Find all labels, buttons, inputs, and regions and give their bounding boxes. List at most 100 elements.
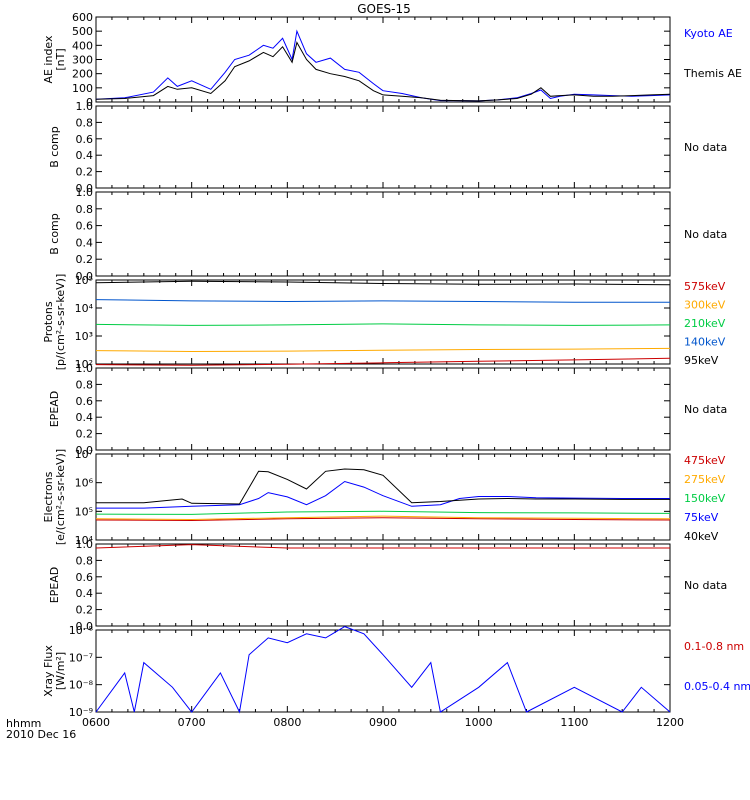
y-tick-label: 10⁻⁹ xyxy=(69,706,93,719)
legend-label: 150keV xyxy=(684,492,726,505)
y-tick-label: 0.8 xyxy=(76,378,94,391)
y-tick-label: 0.6 xyxy=(76,395,94,408)
legend-label: 0.1-0.8 nm xyxy=(684,640,744,653)
y-tick-label: 10⁵ xyxy=(75,274,93,287)
panel-electrons: 10⁴ 10⁵ 10⁶ 10⁷ Electrons [e/(cm²-s-sr-keV)] 4… xyxy=(42,448,726,547)
series-line xyxy=(95,29,671,102)
panel-frame xyxy=(95,367,671,451)
y-tick-label: 0 xyxy=(86,96,93,109)
y-tick-label: 0.4 xyxy=(76,411,94,424)
y-tick-label: 0.0 xyxy=(76,182,94,195)
legend-label: 300keV xyxy=(684,299,726,312)
legend-label: 40keV xyxy=(684,530,719,543)
series-line xyxy=(95,280,671,286)
y-tick-label: 0.8 xyxy=(76,203,94,216)
y-tick-label: 10⁷ xyxy=(75,448,93,461)
chart-title: GOES-15 xyxy=(357,2,411,16)
legend-label: 75keV xyxy=(684,511,719,524)
y-tick-label: 10⁻⁸ xyxy=(69,679,94,692)
series-line xyxy=(96,468,670,505)
y-tick-label: 10⁶ xyxy=(75,477,94,490)
legend-label: 275keV xyxy=(684,473,726,486)
y-tick-label: 0.8 xyxy=(76,554,94,567)
y-tick-label: 400 xyxy=(72,39,93,52)
series-line xyxy=(95,357,671,366)
no-data-label: No data xyxy=(684,228,727,241)
y-tick-label: 200 xyxy=(72,68,93,81)
y-tick-label: 1.0 xyxy=(76,538,94,551)
y-tick-label: 10⁻⁷ xyxy=(69,651,93,664)
y-tick-label: 1.0 xyxy=(76,100,94,113)
series-line xyxy=(95,323,671,326)
y-tick-label: 0.4 xyxy=(76,236,94,249)
panel-xray: 10⁻⁹ 10⁻⁸ 10⁻⁷ 10⁻⁸ Xray Flux [W/m²] 0.1-0.8 n… xyxy=(42,544,750,719)
legend-label: 575keV xyxy=(684,280,726,293)
legend-label: Themis AE xyxy=(683,67,742,80)
y-axis-label: B comp xyxy=(48,126,61,168)
x-tick-label: 0800 xyxy=(273,716,301,729)
y-tick-label: 0.0 xyxy=(76,270,94,283)
y-tick-label: 0.2 xyxy=(76,253,94,266)
panel-epead2: 0.0 0.2 0.4 0.6 0.8 1.0 EPEAD No data xyxy=(48,538,727,633)
y-tick-label: 0.0 xyxy=(76,620,94,633)
series-line xyxy=(95,41,671,102)
y-axis-label: [p/(cm²-s-sr-keV)] xyxy=(54,274,67,371)
legend-label: 140keV xyxy=(684,336,726,349)
no-data-label: No data xyxy=(684,141,727,154)
y-tick-label: 0.2 xyxy=(76,428,94,441)
x-tick-label: 1000 xyxy=(465,716,493,729)
y-axis-label: EPEAD xyxy=(48,391,61,428)
legend-label: 95keV xyxy=(684,354,719,367)
panel-protons: 10² 10³ 10⁴ 10⁵ Protons [p/(cm²-s-sr-keV)] 575… xyxy=(42,274,726,371)
series-line xyxy=(95,517,671,522)
date-label: 2010 Dec 16 xyxy=(6,728,76,741)
y-axis-label: [W/m²] xyxy=(54,652,67,690)
y-tick-label: 0.4 xyxy=(76,587,94,600)
y-tick-label: 600 xyxy=(72,11,93,24)
y-axis-label: Protons xyxy=(42,301,55,342)
panel-frame xyxy=(95,105,671,189)
y-axis-label: EPEAD xyxy=(48,567,61,604)
x-tick-label: 1100 xyxy=(560,716,588,729)
x-tick-label: 0700 xyxy=(178,716,206,729)
y-tick-label: 0.0 xyxy=(76,444,94,457)
y-axis-label: B comp xyxy=(48,213,61,255)
panel-bcomp1: 0.0 0.2 0.4 0.6 0.8 1.0 B comp No data xyxy=(48,100,727,195)
no-data-label: No data xyxy=(684,579,727,592)
y-tick-label: 10⁴ xyxy=(75,534,94,547)
y-tick-label: 0.4 xyxy=(76,149,94,162)
legend-label: 210keV xyxy=(684,317,726,330)
y-tick-label: 10² xyxy=(75,358,93,371)
series-line xyxy=(95,347,671,353)
no-data-label: No data xyxy=(684,403,727,416)
panel-frame xyxy=(95,191,671,277)
y-axis-label: [e/(cm²-s-sr-keV)] xyxy=(54,449,67,545)
y-tick-label: 0.6 xyxy=(76,571,94,584)
y-tick-label: 0.8 xyxy=(76,116,94,129)
y-axis-label: Xray Flux xyxy=(42,645,55,697)
y-tick-label: 300 xyxy=(72,54,93,67)
y-tick-label: 0.6 xyxy=(76,133,94,146)
series-line xyxy=(95,544,670,549)
y-axis-label: AE index xyxy=(42,35,55,84)
y-tick-label: 0.6 xyxy=(76,220,94,233)
y-tick-label: 0.2 xyxy=(76,166,94,179)
panel-frame xyxy=(95,543,671,627)
y-tick-label: 1.0 xyxy=(76,362,94,375)
y-axis-label: [nT] xyxy=(54,48,67,70)
y-tick-label: 10⁻⁸ xyxy=(69,624,94,637)
y-axis-label: Electrons xyxy=(42,471,55,522)
series-line xyxy=(96,480,670,509)
legend-label: 475keV xyxy=(684,454,726,467)
panel-bcomp2: 0.0 0.2 0.4 0.6 0.8 1.0 B comp No data xyxy=(48,186,727,283)
x-tick-label: 1200 xyxy=(656,716,684,729)
series-line xyxy=(95,299,670,303)
series-line xyxy=(95,626,671,714)
series-line xyxy=(95,510,671,515)
series-line xyxy=(95,515,671,521)
legend-label: 0.05-0.4 nm xyxy=(684,680,750,693)
y-tick-label: 10³ xyxy=(75,330,93,343)
panel-epead1: 0.0 0.2 0.4 0.6 0.8 1.0 EPEAD No data xyxy=(48,362,727,457)
